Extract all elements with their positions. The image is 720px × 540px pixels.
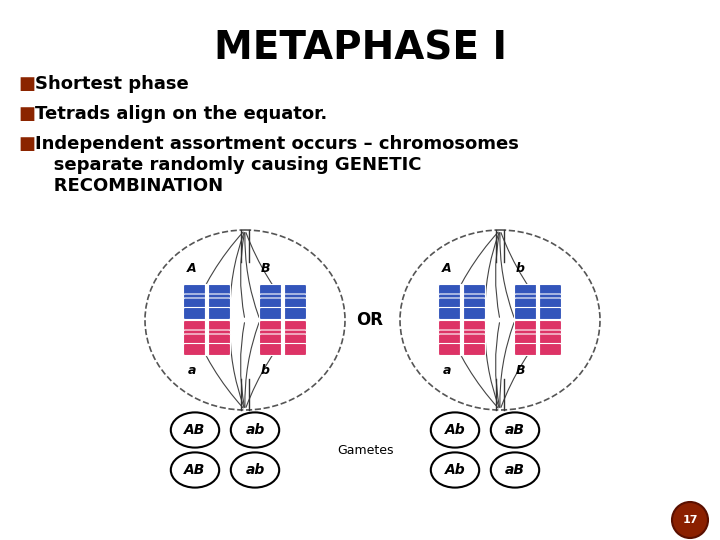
FancyBboxPatch shape — [515, 330, 562, 342]
Text: aB: aB — [505, 423, 525, 437]
FancyBboxPatch shape — [259, 330, 307, 342]
FancyBboxPatch shape — [438, 285, 485, 296]
Text: ab: ab — [246, 463, 265, 477]
Ellipse shape — [171, 413, 219, 448]
Text: Shortest phase: Shortest phase — [35, 75, 189, 93]
FancyBboxPatch shape — [515, 294, 562, 306]
FancyBboxPatch shape — [184, 294, 230, 306]
FancyBboxPatch shape — [515, 334, 562, 346]
FancyBboxPatch shape — [438, 334, 485, 346]
FancyBboxPatch shape — [515, 321, 562, 333]
Text: Independent assortment occurs – chromosomes
   separate randomly causing GENETIC: Independent assortment occurs – chromoso… — [35, 135, 519, 194]
Text: ■: ■ — [18, 75, 35, 93]
FancyBboxPatch shape — [184, 334, 230, 346]
Text: Tetrads align on the equator.: Tetrads align on the equator. — [35, 105, 328, 123]
FancyBboxPatch shape — [259, 285, 307, 296]
FancyBboxPatch shape — [438, 307, 485, 320]
Text: b: b — [261, 363, 269, 376]
Ellipse shape — [431, 413, 480, 448]
Ellipse shape — [231, 413, 279, 448]
FancyBboxPatch shape — [438, 343, 485, 355]
Text: A: A — [187, 261, 197, 274]
Circle shape — [672, 502, 708, 538]
Text: Ab: Ab — [445, 463, 465, 477]
Text: B: B — [516, 363, 525, 376]
FancyBboxPatch shape — [184, 343, 230, 355]
Ellipse shape — [431, 453, 480, 488]
Ellipse shape — [491, 413, 539, 448]
Text: ■: ■ — [18, 135, 35, 153]
Ellipse shape — [491, 453, 539, 488]
Text: METAPHASE I: METAPHASE I — [214, 30, 506, 68]
FancyBboxPatch shape — [515, 343, 562, 355]
FancyBboxPatch shape — [259, 334, 307, 346]
FancyBboxPatch shape — [438, 298, 485, 310]
Text: aB: aB — [505, 463, 525, 477]
FancyBboxPatch shape — [259, 343, 307, 355]
Text: a: a — [443, 363, 451, 376]
Text: Ab: Ab — [445, 423, 465, 437]
FancyBboxPatch shape — [184, 307, 230, 320]
FancyBboxPatch shape — [515, 307, 562, 320]
FancyBboxPatch shape — [184, 321, 230, 333]
Text: AB: AB — [184, 423, 206, 437]
Text: 17: 17 — [683, 515, 698, 525]
FancyBboxPatch shape — [184, 330, 230, 342]
FancyBboxPatch shape — [438, 321, 485, 333]
Text: Gametes: Gametes — [337, 443, 393, 456]
Text: ■: ■ — [18, 105, 35, 123]
FancyBboxPatch shape — [438, 330, 485, 342]
Text: OR: OR — [356, 311, 384, 329]
Ellipse shape — [231, 453, 279, 488]
FancyBboxPatch shape — [184, 285, 230, 296]
FancyBboxPatch shape — [259, 294, 307, 306]
FancyBboxPatch shape — [438, 294, 485, 306]
FancyBboxPatch shape — [259, 321, 307, 333]
Text: ab: ab — [246, 423, 265, 437]
Text: AB: AB — [184, 463, 206, 477]
Ellipse shape — [171, 453, 219, 488]
FancyBboxPatch shape — [515, 285, 562, 296]
FancyBboxPatch shape — [259, 298, 307, 310]
FancyBboxPatch shape — [515, 298, 562, 310]
Text: a: a — [188, 363, 196, 376]
FancyBboxPatch shape — [259, 307, 307, 320]
Text: A: A — [442, 261, 452, 274]
FancyBboxPatch shape — [184, 298, 230, 310]
Text: b: b — [516, 261, 524, 274]
Text: B: B — [260, 261, 270, 274]
